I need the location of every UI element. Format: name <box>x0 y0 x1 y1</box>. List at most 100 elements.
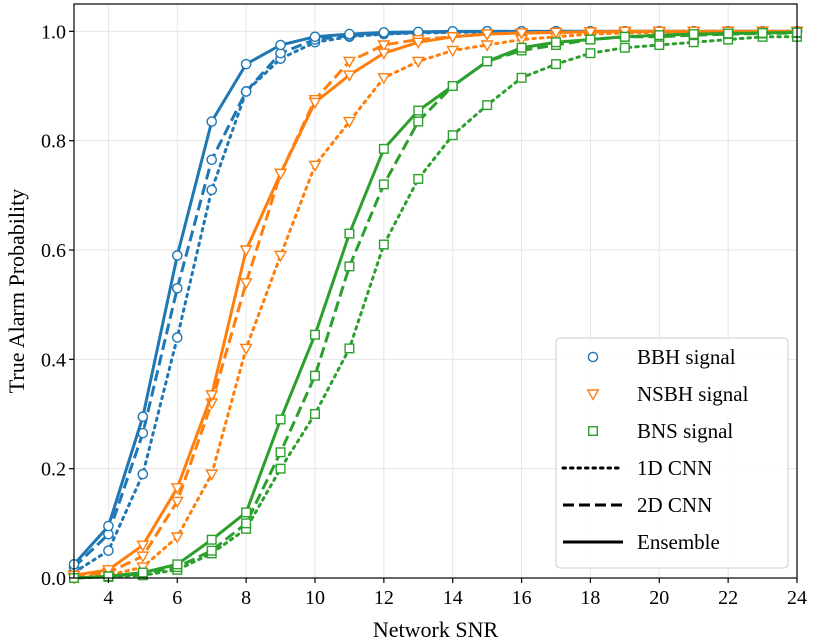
data-point-nsbh-ensemble-snr-14 <box>446 32 460 44</box>
x-tick-label-12: 12 <box>374 587 394 609</box>
legend-entry-1d-cnn: 1D CNN <box>561 456 712 480</box>
legend-marker-nsbh-signal <box>586 389 600 401</box>
data-point-bbh-ensemble-snr-5 <box>137 411 149 423</box>
data-point-bns-1d-cnn-snr-18 <box>585 48 596 59</box>
data-point-bns-ensemble-snr-15 <box>482 56 493 67</box>
data-point-bns-ensemble-snr-13 <box>413 105 424 116</box>
data-point-nsbh-2d-cnn-snr-5 <box>136 551 150 563</box>
data-point-bns-2d-cnn-snr-12 <box>378 179 389 190</box>
data-point-nsbh-1d-cnn-snr-10 <box>308 160 322 172</box>
legend: BBH signal NSBH signal BNS signal 1D CNN 2D … <box>555 337 789 569</box>
x-tick-label-18: 18 <box>580 587 600 609</box>
legend-entry-nsbh-signal: NSBH signal <box>586 382 749 406</box>
series-line-bns-2d-cnn <box>73 31 798 580</box>
data-point-bns-1d-cnn-snr-9 <box>275 463 286 474</box>
y-tick-label-0.8: 0.8 <box>41 131 66 153</box>
legend-label-bbh-signal: BBH signal <box>637 345 736 369</box>
data-point-bns-ensemble-snr-7 <box>206 534 217 545</box>
plot-frame <box>73 3 798 579</box>
legend-label-1d-cnn: 1D CNN <box>637 456 712 480</box>
y-axis-label: True Alarm Probability <box>4 189 29 394</box>
data-point-nsbh-ensemble-snr-16 <box>515 28 529 40</box>
legend-marker-bns-signal <box>588 426 599 437</box>
data-point-bns-2d-cnn-snr-10 <box>310 370 321 381</box>
data-point-bbh-ensemble-snr-12 <box>378 27 390 38</box>
data-point-bbh-2d-cnn-snr-8 <box>240 86 252 97</box>
series-bns-ensemble <box>68 27 803 584</box>
data-point-nsbh-ensemble-snr-5 <box>136 540 150 552</box>
data-point-bns-ensemble-snr-20 <box>654 30 665 41</box>
legend-entry-ensemble: Ensemble <box>563 530 720 554</box>
data-point-bns-2d-cnn-snr-7 <box>206 545 217 556</box>
data-point-bns-1d-cnn-snr-17 <box>551 59 562 70</box>
data-point-nsbh-ensemble-snr-17 <box>549 27 563 40</box>
data-point-nsbh-1d-cnn-snr-8 <box>239 343 253 356</box>
legend-box <box>555 337 789 569</box>
x-tick-label-24: 24 <box>787 587 807 609</box>
data-point-bns-1d-cnn-snr-15 <box>482 100 493 111</box>
data-point-bns-1d-cnn-snr-12 <box>378 239 389 250</box>
y-tick-label-0.0: 0.0 <box>41 568 66 590</box>
data-point-nsbh-2d-cnn-snr-12 <box>377 40 391 52</box>
data-point-bns-ensemble-snr-14 <box>447 80 458 91</box>
data-point-bbh-1d-cnn-snr-4 <box>103 545 114 556</box>
legend-label-bns-signal: BNS signal <box>637 419 733 443</box>
data-point-nsbh-ensemble-snr-10 <box>308 97 322 110</box>
data-point-bns-ensemble-snr-17 <box>551 37 562 48</box>
data-point-nsbh-1d-cnn-snr-6 <box>170 532 184 544</box>
data-point-nsbh-2d-cnn-snr-11 <box>342 56 356 69</box>
data-point-bns-2d-cnn-snr-11 <box>344 261 355 272</box>
legend-label-nsbh-signal: NSBH signal <box>637 382 749 406</box>
series-line-bns-1d-cnn <box>72 35 799 580</box>
data-point-bns-ensemble-snr-5 <box>137 567 148 578</box>
data-point-nsbh-1d-cnn-snr-15 <box>480 40 494 52</box>
legend-label-2d-cnn: 2D CNN <box>637 493 712 517</box>
data-point-bns-ensemble-snr-19 <box>619 31 630 42</box>
y-tick-label-1.0: 1.0 <box>41 21 66 43</box>
data-point-nsbh-ensemble-snr-15 <box>480 29 494 41</box>
data-point-bns-1d-cnn-snr-11 <box>344 343 355 354</box>
data-point-bbh-1d-cnn-snr-5 <box>137 468 149 480</box>
data-point-nsbh-1d-cnn-snr-9 <box>274 250 288 263</box>
data-point-nsbh-1d-cnn-snr-7 <box>205 469 219 481</box>
data-point-nsbh-ensemble-snr-12 <box>377 48 391 60</box>
data-point-bbh-2d-cnn-snr-7 <box>206 154 218 166</box>
series-layer <box>67 26 804 585</box>
data-point-nsbh-ensemble-snr-4 <box>101 565 115 577</box>
x-tick-label-6: 6 <box>172 587 182 609</box>
data-point-bbh-ensemble-snr-6 <box>171 250 183 261</box>
x-tick-label-20: 20 <box>649 587 669 609</box>
y-tick-label-0.6: 0.6 <box>41 240 66 262</box>
data-point-bns-1d-cnn-snr-19 <box>619 42 630 53</box>
x-tick-label-22: 22 <box>718 587 738 609</box>
legend-marker-bbh-signal <box>587 351 599 363</box>
data-point-bbh-2d-cnn-snr-6 <box>171 282 183 294</box>
data-point-bns-ensemble-snr-22 <box>723 28 734 39</box>
axis-ticks: 4 6 8 10 12 14 16 18 20 22 24 0.0 0.2 0.4 0.6 0.8 1.0 <box>41 21 807 609</box>
x-axis-label: Network SNR <box>373 617 499 642</box>
data-point-nsbh-ensemble-snr-7 <box>205 390 219 402</box>
y-tick-label-0.4: 0.4 <box>41 349 66 371</box>
data-point-nsbh-ensemble-snr-18 <box>583 27 597 39</box>
data-point-bbh-ensemble-snr-9 <box>275 39 286 51</box>
data-point-bns-1d-cnn-snr-20 <box>654 40 665 51</box>
data-point-bns-ensemble-snr-21 <box>688 29 699 40</box>
data-point-bns-1d-cnn-snr-14 <box>447 130 458 141</box>
data-point-bbh-ensemble-snr-4 <box>103 520 114 532</box>
data-point-nsbh-2d-cnn-snr-8 <box>239 278 253 290</box>
data-point-nsbh-ensemble-snr-9 <box>274 168 288 181</box>
data-point-bns-1d-cnn-snr-16 <box>516 72 527 83</box>
data-point-bbh-1d-cnn-snr-7 <box>206 184 218 196</box>
data-point-bbh-ensemble-snr-8 <box>240 58 252 70</box>
legend-label-ensemble: Ensemble <box>637 530 720 554</box>
data-point-nsbh-1d-cnn-snr-14 <box>446 45 460 58</box>
data-point-bns-ensemble-snr-16 <box>516 42 527 53</box>
x-tick-label-8: 8 <box>241 587 251 609</box>
data-point-bns-ensemble-snr-10 <box>310 329 321 340</box>
data-point-nsbh-1d-cnn-snr-12 <box>377 73 391 85</box>
y-tick-label-0.2: 0.2 <box>41 459 66 481</box>
data-point-bns-ensemble-snr-8 <box>241 507 252 518</box>
x-tick-label-10: 10 <box>305 587 325 609</box>
data-point-nsbh-ensemble-snr-11 <box>342 70 356 82</box>
